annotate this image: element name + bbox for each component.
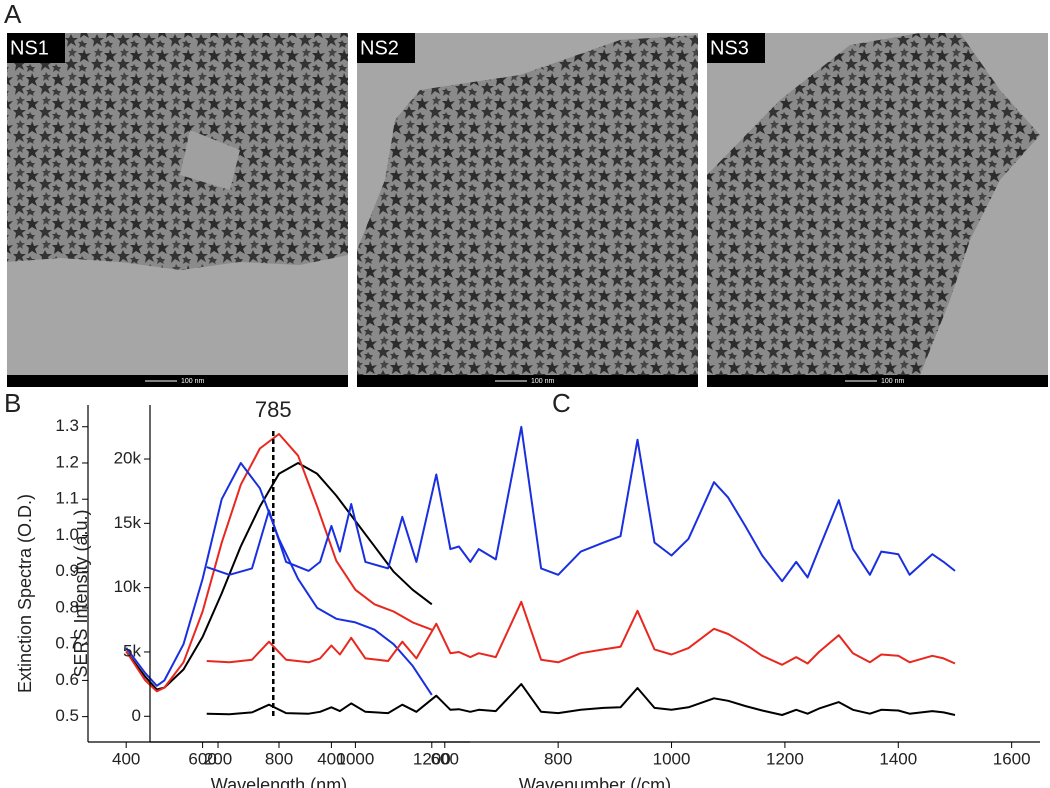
y-tick-label: 10k	[114, 577, 142, 596]
x-tick-label: 1400	[879, 749, 917, 768]
micrograph-label: NS2	[360, 37, 399, 59]
x-axis-label: Wavenumber (/cm)	[519, 775, 671, 788]
x-tick-label: 800	[265, 749, 293, 768]
y-tick-label: 5k	[123, 641, 141, 660]
y-tick-label: 0.7	[55, 634, 79, 653]
series-line	[206, 683, 956, 716]
micrograph: 100 nm NS1	[7, 33, 348, 387]
y-tick-label: 0.5	[55, 706, 79, 725]
y-tick-label: 1.2	[55, 452, 79, 471]
x-tick-label: 1600	[993, 749, 1031, 768]
x-tick-label: 1000	[336, 749, 374, 768]
series-line	[206, 425, 956, 583]
panel-label: B	[4, 388, 21, 418]
x-tick-label: 600	[188, 749, 216, 768]
y-tick-label: 1.1	[55, 489, 79, 508]
y-tick-label: 0	[132, 706, 141, 725]
scale-bar-label: 100 nm	[181, 378, 205, 385]
panel-label: C	[552, 388, 571, 418]
y-axis-label: SERS Intensity (a.u.)	[71, 509, 91, 677]
x-tick-label: 400	[112, 749, 140, 768]
y-tick-label: 15k	[114, 513, 142, 532]
y-axis-label: Extinction Spectra (O.D.)	[15, 494, 35, 693]
panel-label: A	[4, 0, 22, 29]
scale-bar-label: 100 nm	[881, 378, 905, 385]
x-tick-label: 1200	[413, 749, 451, 768]
x-tick-label: 600	[431, 749, 459, 768]
x-axis-label: Wavelength (nm)	[211, 775, 347, 788]
micrograph-label: NS1	[10, 37, 49, 59]
series-line	[125, 433, 433, 693]
x-tick-label: 800	[544, 749, 572, 768]
reference-label: 785	[255, 397, 292, 422]
series-line	[125, 462, 433, 691]
x-tick-label: 400	[317, 749, 345, 768]
y-tick-label: 0.9	[55, 561, 79, 580]
y-tick-label: 20k	[114, 449, 142, 468]
y-tick-label: 1.3	[55, 416, 79, 435]
y-tick-label: 1.0	[55, 525, 79, 544]
x-tick-label: 200	[204, 749, 232, 768]
scale-bar-label: 100 nm	[531, 378, 555, 385]
y-tick-label: 0.6	[55, 670, 79, 689]
x-tick-label: 1000	[653, 749, 691, 768]
micrograph: 100 nm NS3	[707, 33, 1048, 387]
micrograph-label: NS3	[710, 37, 749, 59]
y-tick-label: 0.8	[55, 597, 79, 616]
x-tick-label: 1200	[766, 749, 804, 768]
micrograph: 100 nm NS2	[357, 33, 698, 387]
series-line	[206, 600, 956, 666]
